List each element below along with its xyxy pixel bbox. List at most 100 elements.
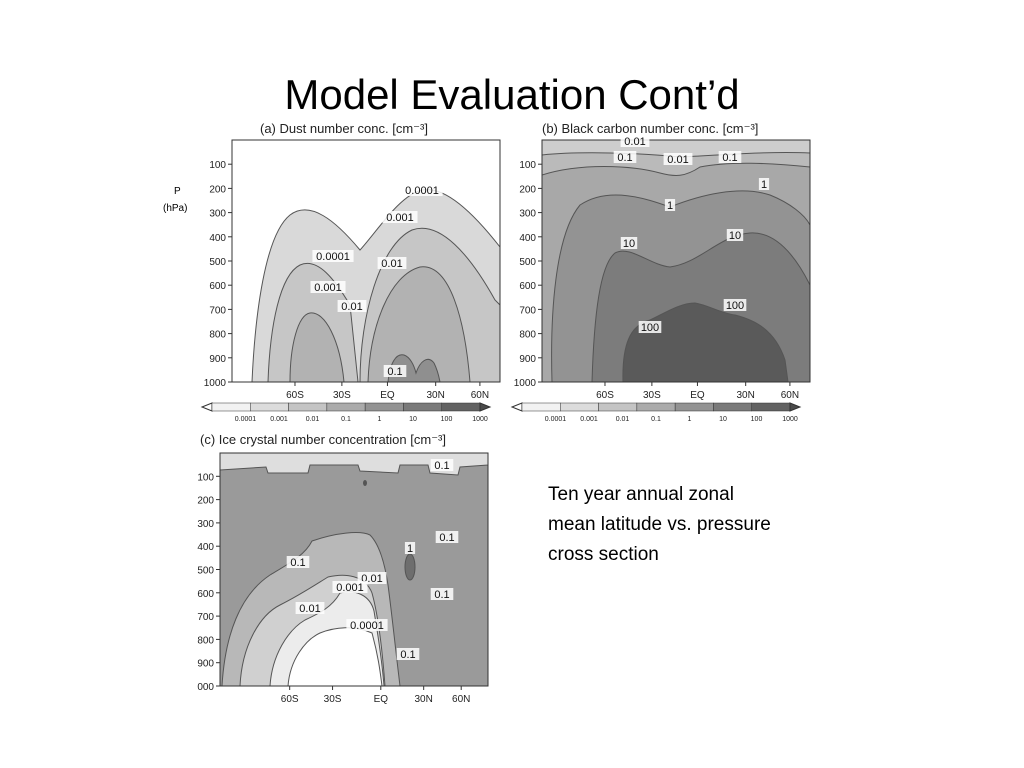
panel-c-contour-label-bg [396,648,420,660]
panel-b-colorbar-label: 0.0001 [545,416,567,423]
panel-b-colorbar-segment [751,402,791,412]
panel-b-colorbar-label: 1 [688,416,692,423]
panel-a-contour-label-bg [401,184,443,196]
panel-c-contour-label: 1 [407,543,413,555]
panel-b-contour-label-bg [620,135,650,147]
panel-a-colorbar-segment [211,402,251,412]
panel-b-contour-label: 10 [623,238,635,250]
panel-c-contour-label-bg [346,619,388,631]
panel-c-contour-label: 0.1 [434,460,449,472]
caption: Ten year annual zonal mean latitude vs. … [548,480,848,570]
panel-a-colorbar-label: 10 [409,416,417,423]
panel-c-contour-label: 0.01 [299,603,320,615]
panel-a-ytick-label: 500 [209,257,226,268]
panel-c-region-1e-4 [287,627,383,686]
panel-a-title: (a) Dust number conc. [cm⁻³] [260,121,428,136]
panel-c-blob-1 [404,553,416,581]
panel-c-contour-label: 0.1 [434,589,449,601]
panel-b-contour-label: 1 [667,200,673,212]
panel-b-contour-label: 0.01 [624,136,645,148]
panel-a-colorbar-segment [364,402,404,412]
panel-b-contour-label: 100 [726,300,744,312]
contour-figure-svg: (a) Dust number conc. [cm⁻³] P (hPa) 100… [163,121,811,705]
slide-title: Model Evaluation Cont’d [284,71,740,118]
panel-c-xtick-label: 60S [281,694,299,705]
panel-a-contour-label: 0.001 [314,282,342,294]
panel-b-contour-label: 0.1 [617,152,632,164]
panel-a-colorbar-segment [250,402,289,412]
panel-b-colorbar-segment [598,402,638,412]
panel-a-contour-label-bg [383,365,407,377]
panel-b-colorbar-label: 1000 [782,416,798,423]
panel-a-ytick-label: 200 [209,184,226,195]
panel-b-colorbar-label: 10 [719,416,727,423]
panel-c-contour-label: 0.1 [439,532,454,544]
panel-a-contour-label: 0.1 [387,366,402,378]
panel-c-ytick-label: 700 [197,612,214,623]
panel-c-contour-label-bg [404,542,416,554]
panel-c-ytick-label: 800 [197,635,214,646]
panel-a-colorbar-label: 1000 [472,416,488,423]
panel-a-colorbar-segment [288,402,328,412]
panel-b-ytick-label: 700 [519,305,536,316]
panel-a-ylabel-p: P [174,186,181,197]
panel-b-region-100 [622,302,789,382]
panel-b-ytick-label: 300 [519,209,536,220]
panel-a-colorbar-label: 0.0001 [235,416,257,423]
panel-b-contour-label-bg [718,151,742,163]
panel-b-colorbar-label: 100 [751,416,763,423]
contour-figure: (a) Dust number conc. [cm⁻³] P (hPa) 100… [160,115,820,710]
panel-b-ytick-label: 800 [519,330,536,341]
panel-a-contour-label-bg [337,300,367,312]
panel-a-colorbar-label: 0.01 [306,416,320,423]
panel-c-ytick-label: 600 [197,589,214,600]
panel-c-contour-label: 0.1 [290,557,305,569]
panel-b-contour-label-bg [664,199,676,211]
panel-b-ytick-label: 1000 [514,378,537,389]
panel-c: (c) Ice crystal number concentration [cm… [197,432,489,705]
panel-b-colorbar-segment [674,402,714,412]
panel-b-xtick-label: 30S [643,390,661,401]
panel-a-ylabel-unit: (hPa) [163,203,187,214]
panel-b-ytick-label: 500 [519,257,536,268]
panel-b-colorbar-segment [560,402,599,412]
panel-b-colorbar-segment [521,402,561,412]
panel-b-contour-label: 10 [729,230,741,242]
panel-c-ytick-label: 400 [197,542,214,553]
panel-b-colorbar-left-arrow [510,402,523,412]
panel-a-contour-label: 0.0001 [405,185,439,197]
panel-b-ytick-label: 900 [519,354,536,365]
panel-a-ytick-label: 600 [209,281,226,292]
panel-b-contour-label-bg [638,321,662,333]
panel-c-ytick-label: 100 [197,472,214,483]
panel-a-ytick-label: 1000 [204,378,227,389]
panel-c-ytick-label: 500 [197,566,214,577]
panel-b-contour-label-bg [663,153,693,165]
panel-b: (b) Black carbon number conc. [cm⁻³] 100… [510,121,811,423]
panel-b-title: (b) Black carbon number conc. [cm⁻³] [542,121,758,136]
panel-c-ytick-label: 000 [197,682,214,693]
panel-b-contour-label: 0.1 [722,152,737,164]
panel-a-colorbar-right-arrow [479,402,492,412]
panel-c-contour-label: 0.001 [336,582,364,594]
panel-a-contour-label-bg [382,211,418,223]
panel-b-colorbar-segment [713,402,752,412]
panel-b-xtick-label: EQ [690,390,705,401]
panel-c-xtick-label: 30S [324,694,342,705]
panel-a-colorbar-label: 100 [441,416,453,423]
panel-a-contour-label-bg [310,281,346,293]
panel-a-colorbar-segment [441,402,481,412]
panel-b-xtick-label: 60N [781,390,799,401]
panel-a-ytick-label: 100 [209,160,226,171]
panel-c-title: (c) Ice crystal number concentration [cm… [200,432,446,447]
panel-c-contour-label-bg [430,588,454,600]
panel-a-xtick-label: 60S [286,390,304,401]
panel-c-contour-label-bg [332,581,368,593]
panel-a-ytick-label: 700 [209,305,226,316]
panel-a-contour-label: 0.01 [381,258,402,270]
panel-c-xtick-label: 60N [452,694,470,705]
panel-b-xtick-label: 60S [596,390,614,401]
panel-c-ytick-label: 900 [197,659,214,670]
panel-a-contour-label: 0.001 [386,212,414,224]
panel-c-contour-label: 0.0001 [350,620,384,632]
